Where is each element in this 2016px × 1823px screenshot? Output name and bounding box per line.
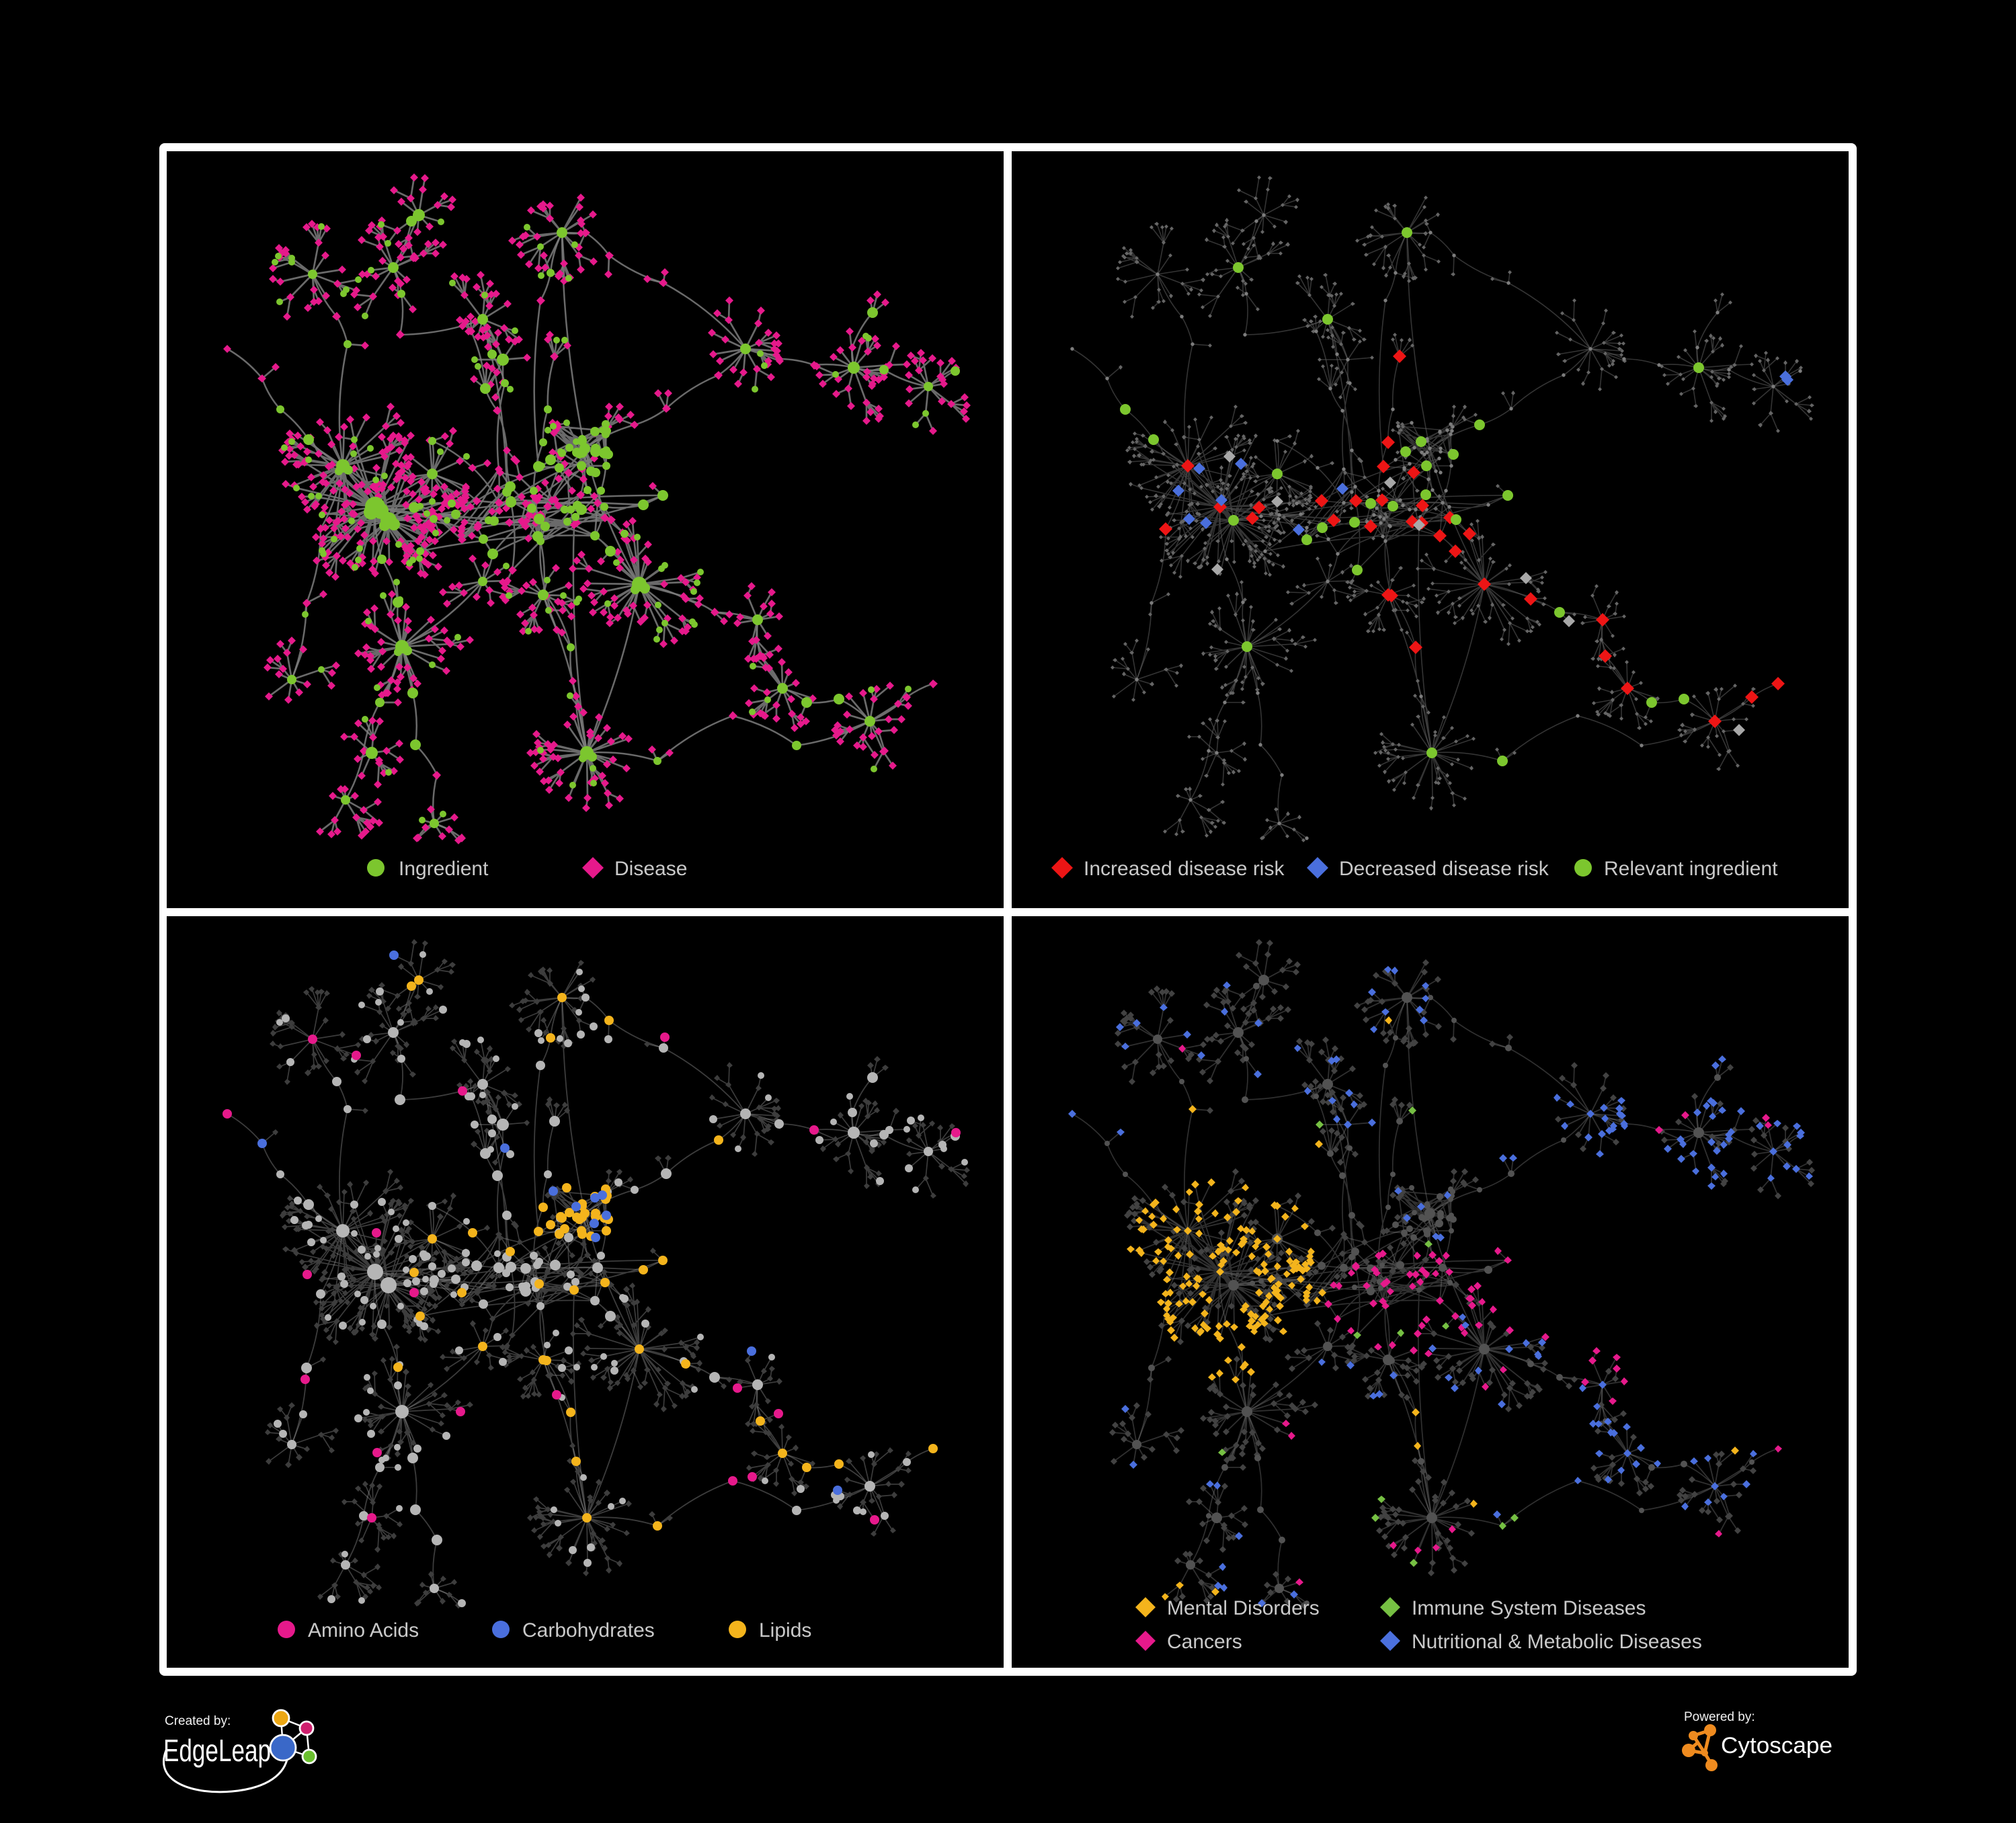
svg-text:Decreased disease risk: Decreased disease risk: [1339, 858, 1549, 880]
svg-text:Nutritional & Metabolic Diseas: Nutritional & Metabolic Diseases: [1412, 1631, 1702, 1653]
svg-text:EdgeLeap: EdgeLeap: [163, 1733, 271, 1768]
svg-text:Cytoscape: Cytoscape: [1721, 1733, 1832, 1758]
svg-text:Cancers: Cancers: [1167, 1631, 1242, 1653]
svg-text:Amino Acids: Amino Acids: [308, 1619, 419, 1642]
svg-text:Created by:: Created by:: [165, 1714, 231, 1728]
svg-text:Increased disease risk: Increased disease risk: [1084, 858, 1285, 880]
svg-text:Disease: Disease: [614, 858, 687, 880]
svg-text:Powered by:: Powered by:: [1684, 1710, 1755, 1724]
svg-text:Relevant ingredient: Relevant ingredient: [1604, 858, 1778, 880]
svg-text:Lipids: Lipids: [759, 1619, 811, 1642]
svg-text:Carbohydrates: Carbohydrates: [522, 1619, 655, 1642]
svg-text:Mental Disorders: Mental Disorders: [1167, 1597, 1320, 1619]
svg-text:Immune System Diseases: Immune System Diseases: [1412, 1597, 1646, 1619]
svg-text:Ingredient: Ingredient: [399, 858, 489, 880]
